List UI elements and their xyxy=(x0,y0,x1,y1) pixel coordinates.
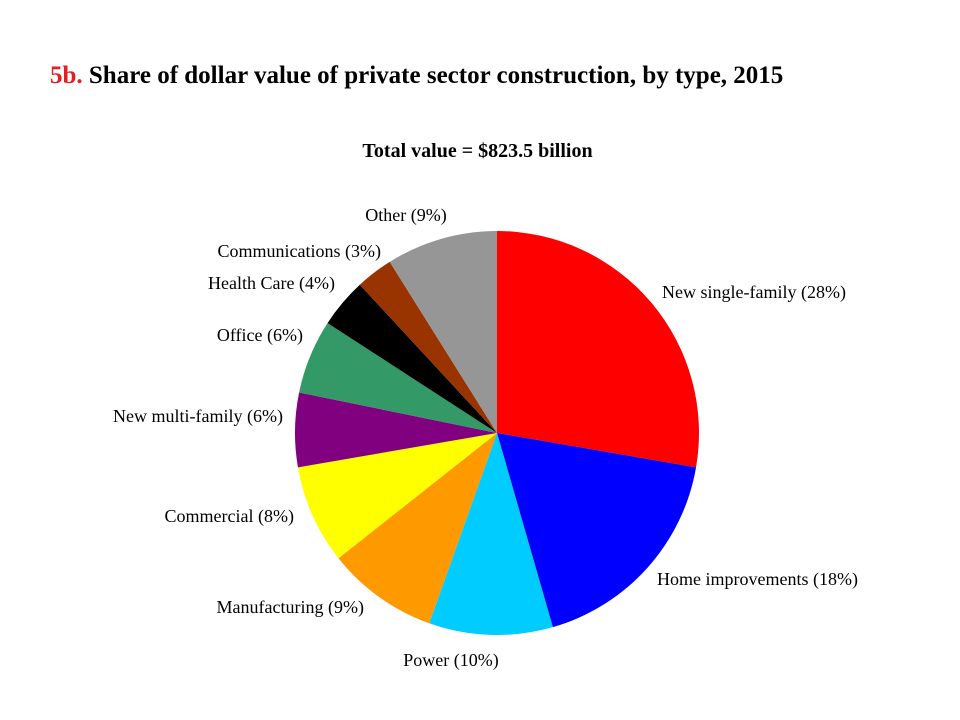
pie-slice-other xyxy=(389,231,497,433)
chart-title-prefix: 5b. xyxy=(50,62,83,89)
slice-label-power: Power (10%) xyxy=(403,650,498,671)
pie-slice-manufacturing xyxy=(338,433,497,624)
slice-label-other: Other (9%) xyxy=(365,205,446,226)
pie-slice-health-care xyxy=(327,284,497,433)
pie-slice-communications xyxy=(359,261,497,433)
slice-label-health-care: Health Care (4%) xyxy=(208,273,335,294)
pie-slice-office xyxy=(299,323,497,433)
slice-label-new-multi-family: New multi-family (6%) xyxy=(113,406,283,427)
slice-label-commercial: Commercial (8%) xyxy=(165,506,294,527)
chart-subtitle: Total value = $823.5 billion xyxy=(362,140,593,162)
pie-slice-power xyxy=(429,433,553,636)
pie-slice-new-single-family xyxy=(497,231,699,468)
chart-title-text: Share of dollar value of private sector … xyxy=(88,62,784,89)
slice-label-office: Office (6%) xyxy=(217,325,303,346)
pie-slice-new-multi-family xyxy=(294,392,497,468)
slice-label-new-single-family: New single-family (28%) xyxy=(662,282,846,303)
slice-label-manufacturing: Manufacturing (9%) xyxy=(217,597,364,618)
pie-slice-home-improvements xyxy=(497,433,697,628)
slice-label-home-improvements: Home improvements (18%) xyxy=(657,569,858,590)
slice-label-communications: Communications (3%) xyxy=(218,241,381,262)
pie-slice-commercial xyxy=(297,433,497,559)
chart-title: 5b. Share of dollar value of private sec… xyxy=(50,62,783,90)
